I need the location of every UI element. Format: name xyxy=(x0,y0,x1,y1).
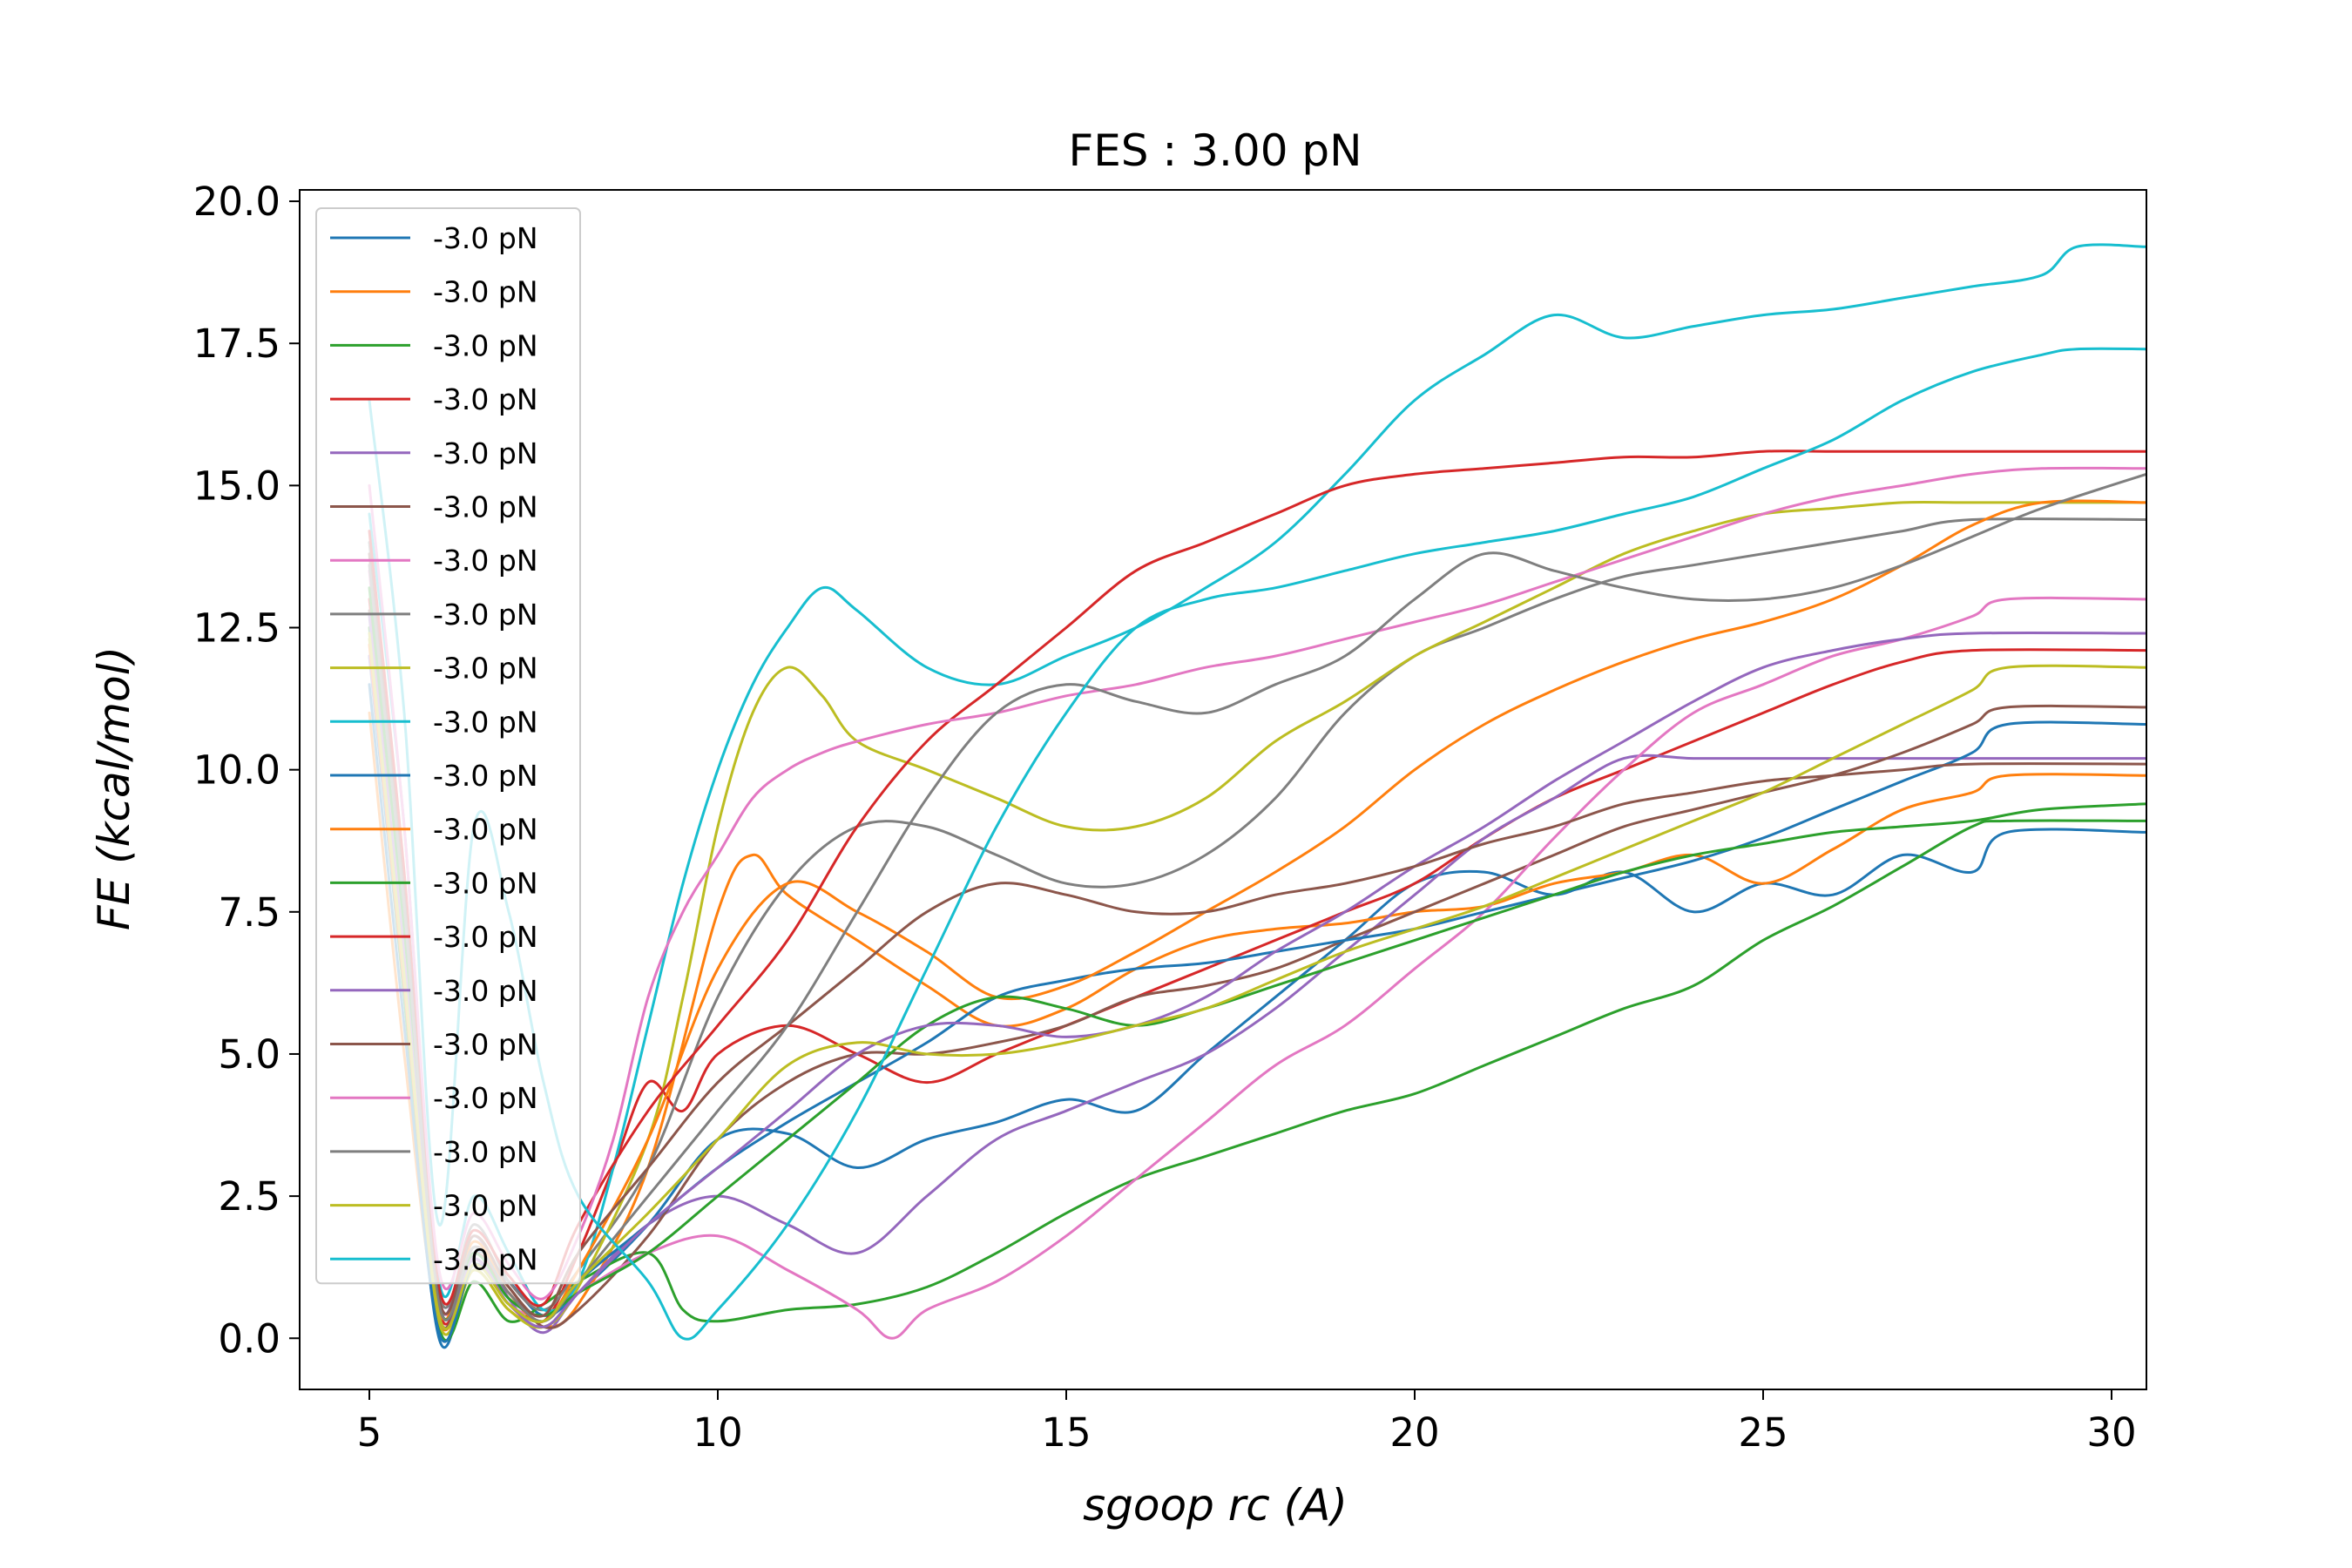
legend-box xyxy=(315,207,581,1285)
legend-label: -3.0 pN xyxy=(433,1028,538,1062)
x-tick-label: 10 xyxy=(693,1409,742,1456)
x-tick-label: 15 xyxy=(1041,1409,1091,1456)
legend-label: -3.0 pN xyxy=(433,221,538,255)
legend-label: -3.0 pN xyxy=(433,382,538,416)
x-tick-label: 20 xyxy=(1389,1409,1439,1456)
y-tick-label: 10.0 xyxy=(193,747,280,794)
x-tick-label: 5 xyxy=(357,1409,382,1456)
legend-label: -3.0 pN xyxy=(433,813,538,847)
legend-label: -3.0 pN xyxy=(433,974,538,1008)
legend-label: -3.0 pN xyxy=(433,705,538,739)
y-tick-label: 7.5 xyxy=(218,889,280,936)
legend-label: -3.0 pN xyxy=(433,1242,538,1276)
y-tick-label: 17.5 xyxy=(193,321,280,367)
legend-label: -3.0 pN xyxy=(433,490,538,524)
plot-frame xyxy=(299,189,2147,1390)
legend-label: -3.0 pN xyxy=(433,866,538,900)
y-tick-label: 12.5 xyxy=(193,605,280,652)
legend-label: -3.0 pN xyxy=(433,652,538,686)
y-tick-label: 5.0 xyxy=(218,1031,280,1078)
legend-label: -3.0 pN xyxy=(433,275,538,309)
legend-label: -3.0 pN xyxy=(433,598,538,632)
legend-label: -3.0 pN xyxy=(433,544,538,578)
series-line-9 xyxy=(368,500,2146,1336)
y-axis-label: FE (kcal/mol) xyxy=(89,646,139,930)
axes-layer: 5 10 15 20 25 30 0.0 2.5 5.0 7.5 10.0 12.5 15.0 17.5 2… xyxy=(193,179,2147,1456)
legend-label: -3.0 pN xyxy=(433,759,538,793)
legend-label: -3.0 pN xyxy=(433,920,538,954)
y-tick-label: 0.0 xyxy=(218,1315,280,1362)
x-tick-label: 30 xyxy=(2086,1409,2136,1456)
y-tick-label: 20.0 xyxy=(193,179,280,225)
x-axis-label: sgoop rc (A) xyxy=(1083,1480,1348,1531)
y-tick-label: 15.0 xyxy=(193,463,280,509)
legend-label: -3.0 pN xyxy=(433,328,538,362)
legend-label: -3.0 pN xyxy=(433,1189,538,1223)
x-tick-label: 25 xyxy=(1738,1409,1788,1456)
legend-label: -3.0 pN xyxy=(433,436,538,470)
legend-label: -3.0 pN xyxy=(433,1081,538,1115)
y-tick-label: 2.5 xyxy=(218,1173,280,1220)
legend-label: -3.0 pN xyxy=(433,1135,538,1169)
chart-title: FES : 3.00 pN xyxy=(1068,125,1362,176)
legend: -3.0 pN -3.0 pN -3.0 pN -3.0 pN -3.0 pN -3.0 … xyxy=(315,207,581,1285)
